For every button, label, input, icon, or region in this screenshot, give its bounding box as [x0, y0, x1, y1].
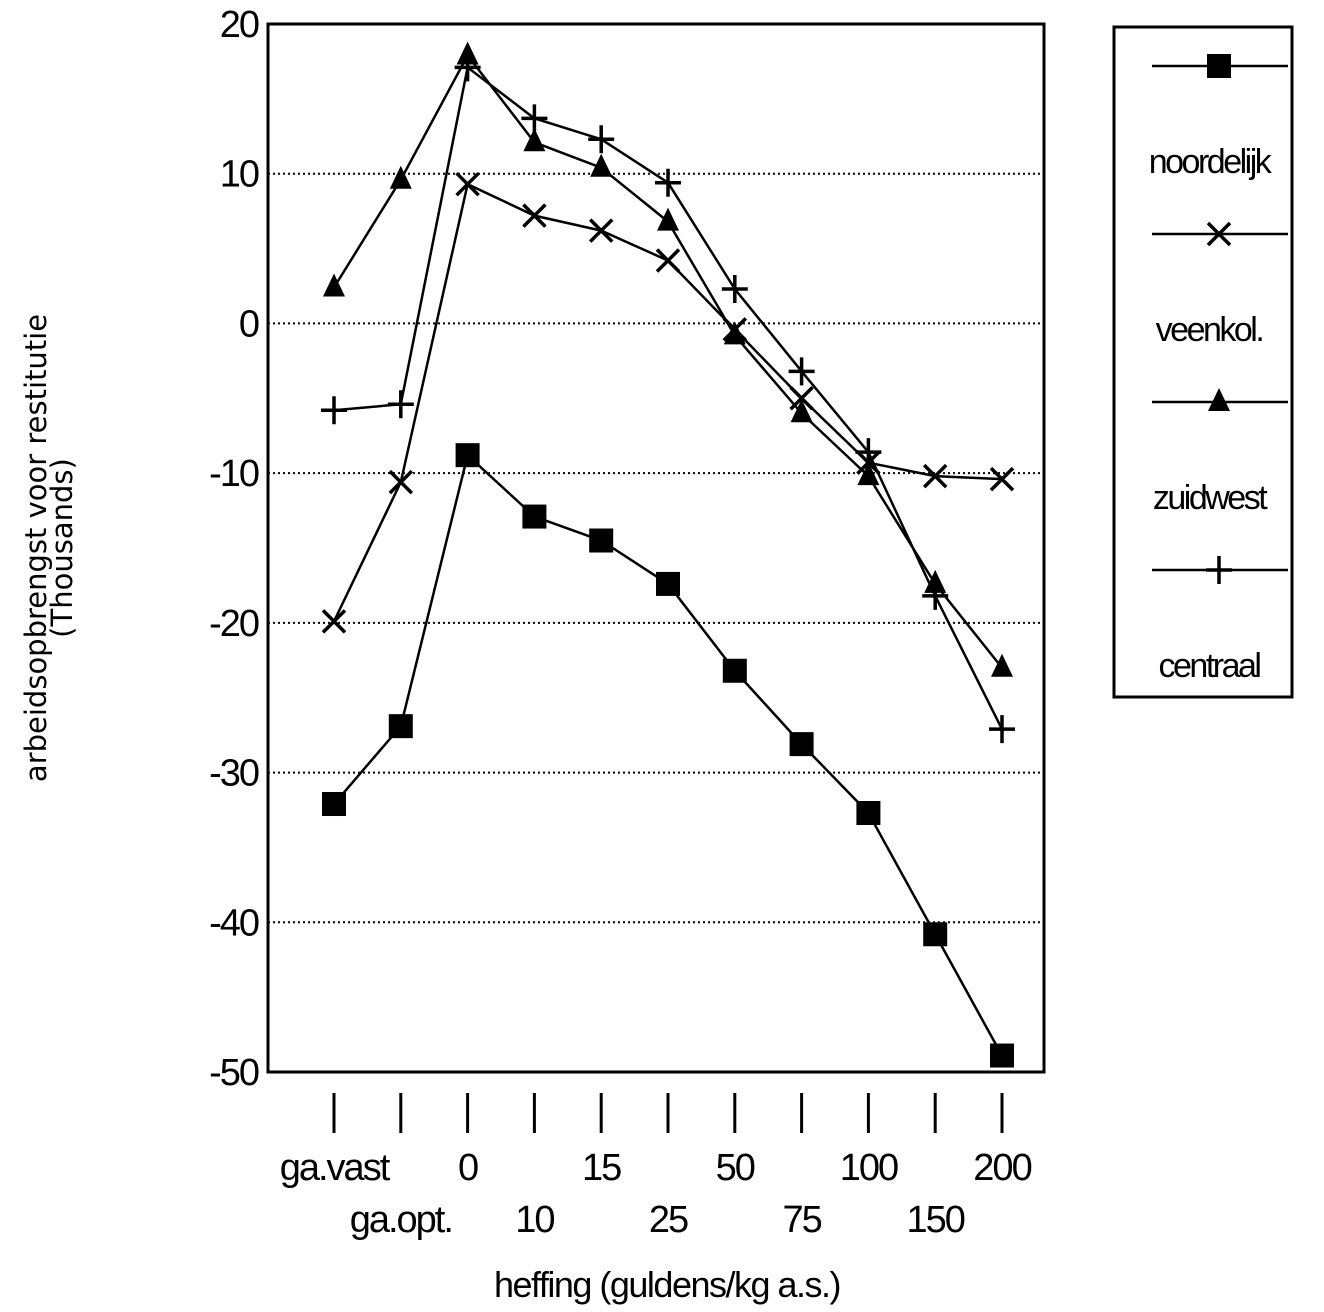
legend-entry: veenkol. — [1152, 221, 1288, 349]
data-point — [788, 357, 815, 386]
data-point — [991, 653, 1013, 677]
data-point — [322, 792, 346, 817]
data-point — [789, 732, 814, 757]
y-tick-label: 10 — [220, 154, 259, 196]
data-point — [989, 466, 1015, 492]
legend-label: veenkol. — [1156, 311, 1263, 349]
legend-frame — [1112, 25, 1294, 699]
data-point — [924, 569, 947, 593]
y-tick-label: 20 — [220, 4, 259, 46]
data-point — [387, 390, 414, 419]
y-tick-label: 0 — [239, 303, 259, 345]
x-tick-label: ga.vast — [280, 1147, 391, 1189]
data-point — [722, 658, 747, 683]
x-tick-label: 0 — [458, 1147, 478, 1189]
data-point — [388, 714, 413, 739]
series-line — [332, 182, 1003, 622]
data-point — [590, 153, 613, 177]
data-point — [990, 1043, 1014, 1068]
data-point — [857, 462, 880, 486]
data-point — [989, 715, 1015, 744]
data-point — [589, 528, 614, 553]
data-point — [721, 274, 748, 303]
y-tick-label: -50 — [209, 1052, 259, 1094]
legend-entry: zuidwest — [1152, 388, 1288, 517]
x-tick-label: 10 — [515, 1199, 554, 1241]
x-tick-label: 50 — [716, 1147, 755, 1189]
data-point — [455, 443, 480, 468]
y-axis-unit: (Thousands) — [45, 458, 79, 638]
data-point — [655, 248, 681, 273]
data-point — [522, 203, 547, 228]
data-point — [922, 463, 948, 489]
legend-entry: centraal — [1152, 556, 1288, 685]
data-point — [454, 53, 481, 82]
y-axis-title-group: arbeidsopbrengst voor restitutie (Thousa… — [19, 314, 79, 782]
x-tick-label: 15 — [582, 1147, 621, 1189]
x-tick-label: ga.opt. — [350, 1199, 452, 1241]
data-point — [856, 800, 881, 825]
data-point — [923, 922, 948, 947]
legend-marker — [1207, 54, 1231, 78]
series-noordelijk — [322, 443, 1014, 1068]
data-point — [455, 171, 480, 197]
data-point — [522, 504, 547, 529]
data-point — [456, 41, 479, 65]
legend-entry: noordelijk — [1149, 54, 1288, 181]
data-point — [656, 571, 680, 596]
data-point — [388, 469, 414, 495]
legend-marker — [1208, 388, 1230, 411]
legend-label: centraal — [1159, 647, 1261, 685]
legend-label: noordelijk — [1149, 143, 1273, 181]
series-centraal — [321, 53, 1015, 744]
legend-marker — [1206, 221, 1232, 247]
data-point — [588, 125, 615, 154]
x-tick-label: 25 — [649, 1199, 688, 1241]
data-point — [389, 165, 412, 189]
legend-marker — [1206, 556, 1232, 584]
gridlines — [268, 172, 1044, 924]
series-veenkol — [321, 171, 1015, 634]
y-tick-labels: 20 10 0 -10 -20 -30 -40 -50 — [209, 4, 261, 1094]
data-point — [790, 399, 813, 423]
plot-frame — [266, 22, 1046, 1074]
data-point — [321, 609, 347, 634]
legend: noordelijk veenkol. zuidwest centraal — [1112, 25, 1294, 699]
data-point — [323, 273, 345, 297]
series-line — [333, 65, 1004, 730]
data-point — [855, 438, 882, 467]
data-point — [588, 218, 614, 243]
series-zuidwest — [323, 41, 1013, 677]
series-line — [333, 452, 1004, 1057]
legend-label: zuidwest — [1153, 479, 1268, 517]
x-tick-label: 100 — [840, 1147, 898, 1189]
data-point — [723, 321, 746, 345]
series-layer — [321, 41, 1015, 1068]
data-point — [922, 581, 949, 610]
x-axis-title: heffing (guldens/kg a.s.) — [494, 1264, 840, 1305]
data-point — [521, 104, 548, 133]
y-tick-label: -10 — [209, 453, 259, 495]
y-tick-label: -30 — [209, 753, 259, 795]
y-tick-label: -40 — [209, 902, 259, 944]
y-tick-label: -20 — [209, 603, 259, 645]
x-tick-label: 150 — [906, 1199, 964, 1241]
data-point — [321, 396, 347, 425]
x-tick-label: 200 — [973, 1147, 1031, 1189]
data-point — [657, 207, 679, 231]
data-point — [523, 128, 546, 152]
data-point — [655, 168, 681, 197]
y-axis-title: arbeidsopbrengst voor restitutie — [19, 314, 53, 782]
x-tick-label: 75 — [782, 1199, 821, 1241]
